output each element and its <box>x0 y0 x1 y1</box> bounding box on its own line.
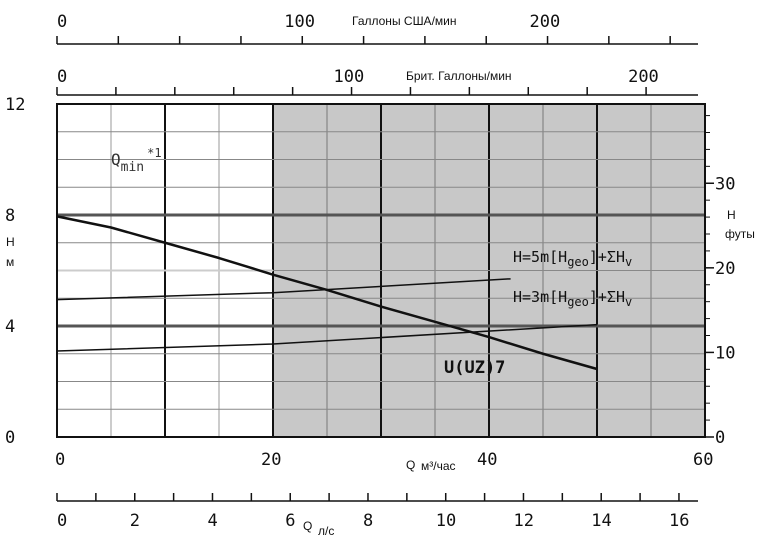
qmin-sup: *1 <box>147 146 161 160</box>
curve-label-5m-part-4: v <box>625 255 632 269</box>
grid-layer <box>57 104 705 437</box>
y-axis-title-main: H <box>6 235 15 249</box>
bottom-ls-axis-tick-label: 0 <box>57 511 67 531</box>
x-tick-label: 40 <box>477 450 497 470</box>
bottom-ls-axis-tick-label: 8 <box>363 511 373 531</box>
top-uk-axis-title: Брит. Галлоны/мин <box>406 69 512 83</box>
bottom-ls-axis-tick-label: 12 <box>513 511 533 531</box>
text-layer: Галлоны США/мин Брит. Галлоны/мин H м H … <box>5 12 755 537</box>
right-axis-tick-label: 20 <box>715 259 735 279</box>
bottom-ls-axis-tick-label: 2 <box>130 511 140 531</box>
right-axis-title-main: H <box>727 208 736 222</box>
bottom-ls-axis-tick-label: 16 <box>669 511 689 531</box>
right-axis-tick-label: 0 <box>715 428 725 448</box>
curve-label-3m-part-2: geo <box>567 295 589 309</box>
x-tick-label: 60 <box>693 450 713 470</box>
qmin-main: Q <box>111 150 121 169</box>
bottom-ls-axis-tick-label: 10 <box>436 511 456 531</box>
top-us-axis-tick-label: 0 <box>57 12 67 32</box>
bottom-ls-axis-tick-label: 6 <box>285 511 295 531</box>
curve-label-3m-part-3: ]+ΣH <box>589 288 625 306</box>
y-tick-label: 12 <box>5 95 25 115</box>
bottom-axis-title-main: Q <box>303 519 312 533</box>
top-uk-axis-tick-label: 200 <box>628 67 659 87</box>
curve-label-5m: H=5m[Hgeo]+ΣHv <box>513 248 632 269</box>
y-tick-label: 0 <box>5 428 15 448</box>
y-tick-label: 8 <box>5 206 15 226</box>
curve-label-5m-part-3: ]+ΣH <box>589 248 625 266</box>
y-tick-label: 4 <box>5 317 15 337</box>
top-uk-axis-tick-label: 0 <box>57 67 67 87</box>
curves-layer <box>56 215 598 371</box>
x-axis-title-unit: м³/час <box>421 459 456 473</box>
x-axis-title-main: Q <box>406 458 415 472</box>
top-us-axis-title: Галлоны США/мин <box>352 14 456 28</box>
top-us-axis-tick-label: 200 <box>530 12 561 32</box>
system-curve-5m <box>56 278 511 301</box>
x-tick-label: 0 <box>55 450 65 470</box>
plot-frame <box>56 103 706 438</box>
pump-curve-label: U(UZ)7 <box>444 358 505 378</box>
top-uk-axis-tick-label: 100 <box>334 67 365 87</box>
axes-layer <box>56 36 714 502</box>
bottom-ls-axis-tick-label: 4 <box>207 511 217 531</box>
curve-label-3m-part-4: v <box>625 295 632 309</box>
right-axis-title-unit: футы <box>725 227 755 241</box>
right-axis-tick-label: 10 <box>715 343 735 363</box>
curve-label-3m: H=3m[Hgeo]+ΣHv <box>513 288 632 309</box>
bottom-axis-title-unit: л/с <box>318 524 334 537</box>
right-axis-tick-label: 30 <box>715 174 735 194</box>
top-us-axis-tick-label: 100 <box>284 12 315 32</box>
curve-label-5m-part-2: geo <box>567 255 589 269</box>
bottom-ls-axis-tick-label: 14 <box>591 511 611 531</box>
x-tick-label: 20 <box>261 450 281 470</box>
system-curve-3m <box>56 323 598 352</box>
curve-label-3m-part-1: H=3m[H <box>513 288 567 306</box>
curve-label-5m-part-1: H=5m[H <box>513 248 567 266</box>
y-axis-title-unit: м <box>6 255 14 269</box>
qmin-label: Qmin*1 <box>111 146 162 175</box>
qmin-sub: min <box>121 160 144 175</box>
